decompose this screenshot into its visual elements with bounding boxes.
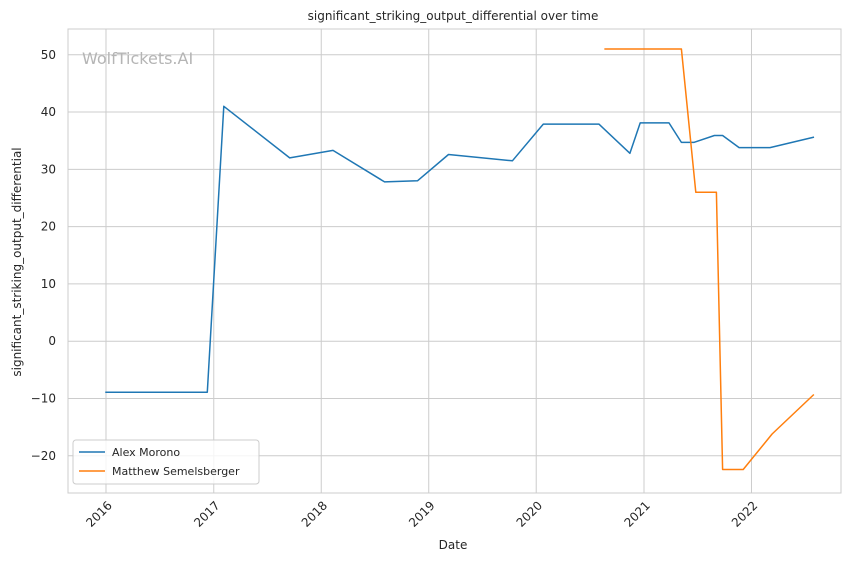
y-tick-label: 10 [41, 277, 56, 291]
y-tick-label: 40 [41, 105, 56, 119]
legend: Alex Morono Matthew Semelsberger [72, 439, 260, 485]
y-tick-label: −20 [31, 449, 56, 463]
y-tick-label: 0 [48, 334, 56, 348]
legend-entry: Alex Morono [112, 446, 180, 459]
plot-frame [67, 28, 842, 494]
y-axis-label: significant_striking_output_differential [10, 147, 24, 376]
x-axis-label: Date [439, 538, 468, 552]
legend-box [72, 439, 260, 485]
y-tick-label: 50 [41, 48, 56, 62]
series-line-0 [105, 105, 815, 393]
series-line-1 [604, 48, 815, 471]
legend-entry: Matthew Semelsberger [112, 465, 240, 478]
series-layer [105, 48, 815, 471]
watermark: WolfTickets.AI [82, 49, 193, 68]
y-tick-label: 20 [41, 220, 56, 234]
y-tick-label: 30 [41, 162, 56, 176]
y-tick-label: −10 [31, 391, 56, 405]
grid [68, 29, 841, 493]
chart-title: significant_striking_output_differential… [308, 9, 599, 23]
